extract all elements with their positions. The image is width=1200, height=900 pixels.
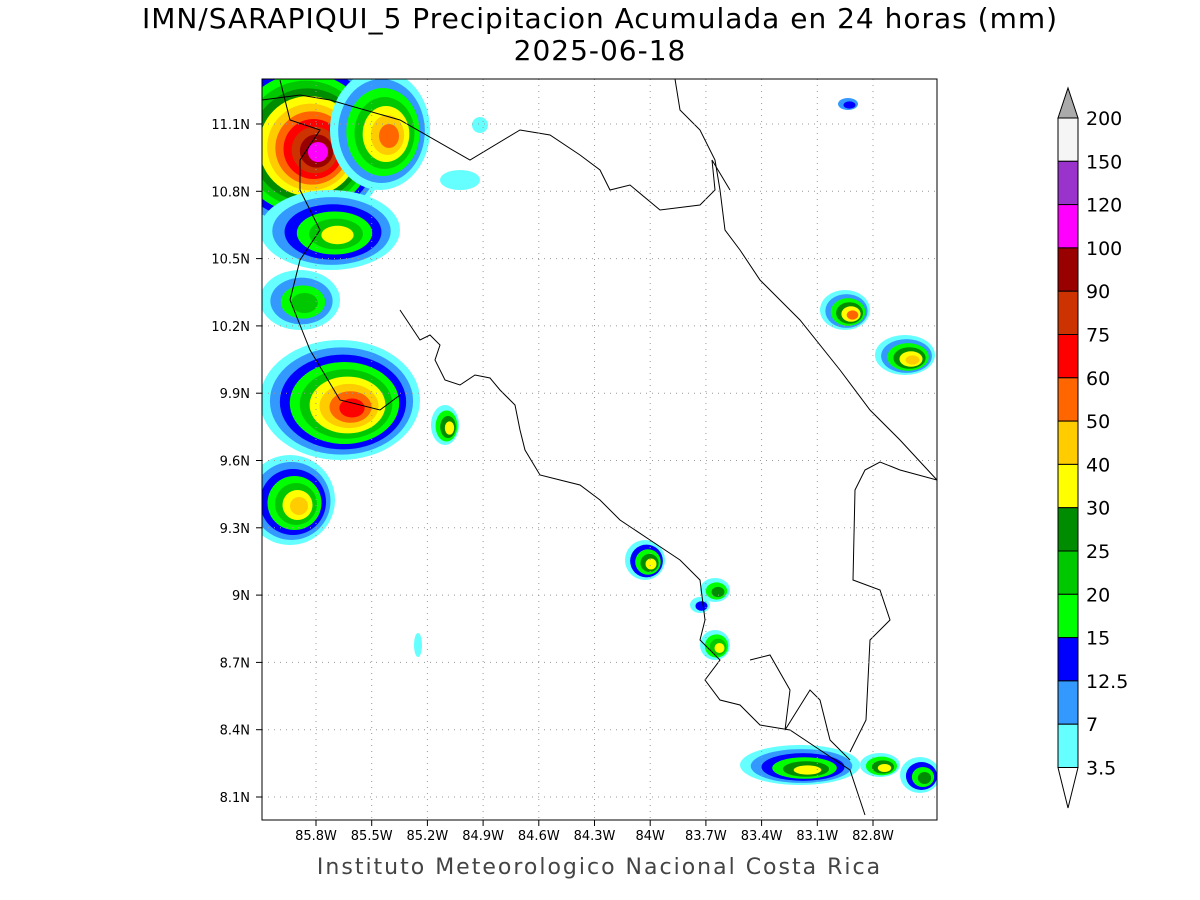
precip-contour [714, 643, 725, 653]
panama-coast [849, 461, 937, 753]
colorbar-label: 200 [1086, 108, 1122, 130]
colorbar-label: 25 [1086, 541, 1110, 563]
precip-contour [846, 310, 859, 320]
precip-contour [379, 124, 399, 148]
precipitation-field [262, 79, 937, 793]
colorbar-label: 150 [1086, 151, 1122, 173]
precip-contour [645, 558, 657, 570]
colorbar-swatch [1057, 117, 1079, 162]
lon-tick-label: 84.9W [462, 829, 504, 844]
colorbar: 200 150 120 100 90 75 60 50 40 30 25 20 15 12.5 7 3.5 [1057, 86, 1128, 809]
lat-tick-label: 9N [232, 589, 250, 604]
colorbar-swatch [1057, 420, 1079, 465]
map-frame [261, 78, 938, 821]
precip-contour [843, 101, 856, 109]
colorbar-swatch [1057, 290, 1079, 336]
precip-contour [711, 586, 725, 598]
precip-contour [290, 497, 308, 515]
lat-tick-label: 10.5N [211, 253, 250, 268]
colorbar-label: 20 [1086, 584, 1110, 606]
precip-contour [291, 293, 318, 313]
footer-credit: Instituto Meteorologico Nacional Costa R… [316, 855, 883, 880]
colorbar-swatch [1057, 204, 1079, 249]
precip-contour [877, 764, 892, 772]
lat-axis: 11.1N 10.8N 10.5N 10.2N 9.9N 9.6N 9.3N 9N 8.7N 8.… [211, 118, 262, 806]
lon-tick-label: 83.1W [796, 829, 838, 844]
coastlines [262, 79, 937, 816]
colorbar-under-triangle [1057, 767, 1079, 809]
precip-contour [472, 117, 488, 133]
colorbar-swatch [1057, 593, 1079, 639]
colorbar-label: 40 [1086, 454, 1110, 476]
colorbar-label: 120 [1086, 195, 1122, 217]
border-ni-cr [279, 79, 401, 411]
caribbean-coast [674, 79, 937, 481]
precip-contour [308, 142, 328, 162]
lon-tick-label: 85.8W [295, 829, 337, 844]
colorbar-swatch [1057, 680, 1079, 725]
colorbar-swatch [1057, 723, 1079, 769]
colorbar-label: 12.5 [1086, 671, 1128, 693]
precip-contour [321, 225, 354, 245]
colorbar-label: 7 [1086, 714, 1098, 736]
lon-tick-label: 84W [635, 829, 665, 844]
colorbar-swatch [1057, 160, 1079, 206]
lat-tick-label: 10.2N [211, 320, 250, 335]
colorbar-swatch [1057, 550, 1079, 595]
lon-tick-label: 85.5W [351, 829, 393, 844]
lat-tick-label: 10.8N [211, 185, 250, 200]
colorbar-label: 60 [1086, 368, 1110, 390]
precip-contour [339, 398, 365, 418]
lat-tick-label: 8.4N [220, 724, 250, 739]
lat-tick-label: 9.9N [220, 387, 250, 402]
lat-tick-label: 8.1N [220, 791, 250, 806]
lat-tick-label: 9.3N [220, 522, 250, 537]
colorbar-label: 3.5 [1086, 758, 1116, 780]
lon-tick-label: 83.4W [741, 829, 783, 844]
lat-tick-label: 11.1N [211, 118, 250, 133]
colorbar-label: 100 [1086, 238, 1122, 260]
colorbar-swatch [1057, 507, 1079, 552]
lon-tick-label: 82.8W [852, 829, 894, 844]
colorbar-label: 15 [1086, 628, 1110, 650]
lat-tick-label: 9.6N [220, 455, 250, 470]
precip-contour [444, 421, 455, 435]
lon-tick-label: 84.6W [518, 829, 560, 844]
colorbar-over-triangle [1057, 86, 1079, 119]
colorbar-label: 90 [1086, 281, 1110, 303]
colorbar-label: 75 [1086, 325, 1110, 347]
lon-tick-label: 84.3W [574, 829, 616, 844]
nicaragua-coast [262, 94, 731, 211]
colorbar-swatch [1057, 247, 1079, 292]
precip-contour [793, 765, 822, 775]
lon-axis: 85.8W 85.5W 85.2W 84.9W 84.6W 84.3W 84W 83.7W 83… [295, 820, 894, 844]
colorbar-swatch [1057, 334, 1079, 379]
precip-contour [440, 170, 480, 190]
colorbar-label: 50 [1086, 411, 1110, 433]
colorbar-label: 30 [1086, 498, 1110, 520]
lat-tick-label: 8.7N [220, 656, 250, 671]
lon-tick-label: 85.2W [406, 829, 448, 844]
colorbar-swatch [1057, 377, 1079, 422]
lon-tick-label: 83.7W [685, 829, 727, 844]
map-date: 2025-06-18 [513, 34, 687, 67]
precip-contour [414, 633, 422, 657]
border-cr-pa [749, 654, 851, 761]
precip-contour [905, 355, 920, 365]
precip-contour [917, 772, 932, 784]
colorbar-swatch [1057, 463, 1079, 509]
map-title: IMN/SARAPIQUI_5 Precipitacion Acumulada … [141, 2, 1059, 35]
pacific-coast [399, 309, 866, 816]
precip-contour [695, 601, 708, 611]
colorbar-swatch [1057, 637, 1079, 682]
